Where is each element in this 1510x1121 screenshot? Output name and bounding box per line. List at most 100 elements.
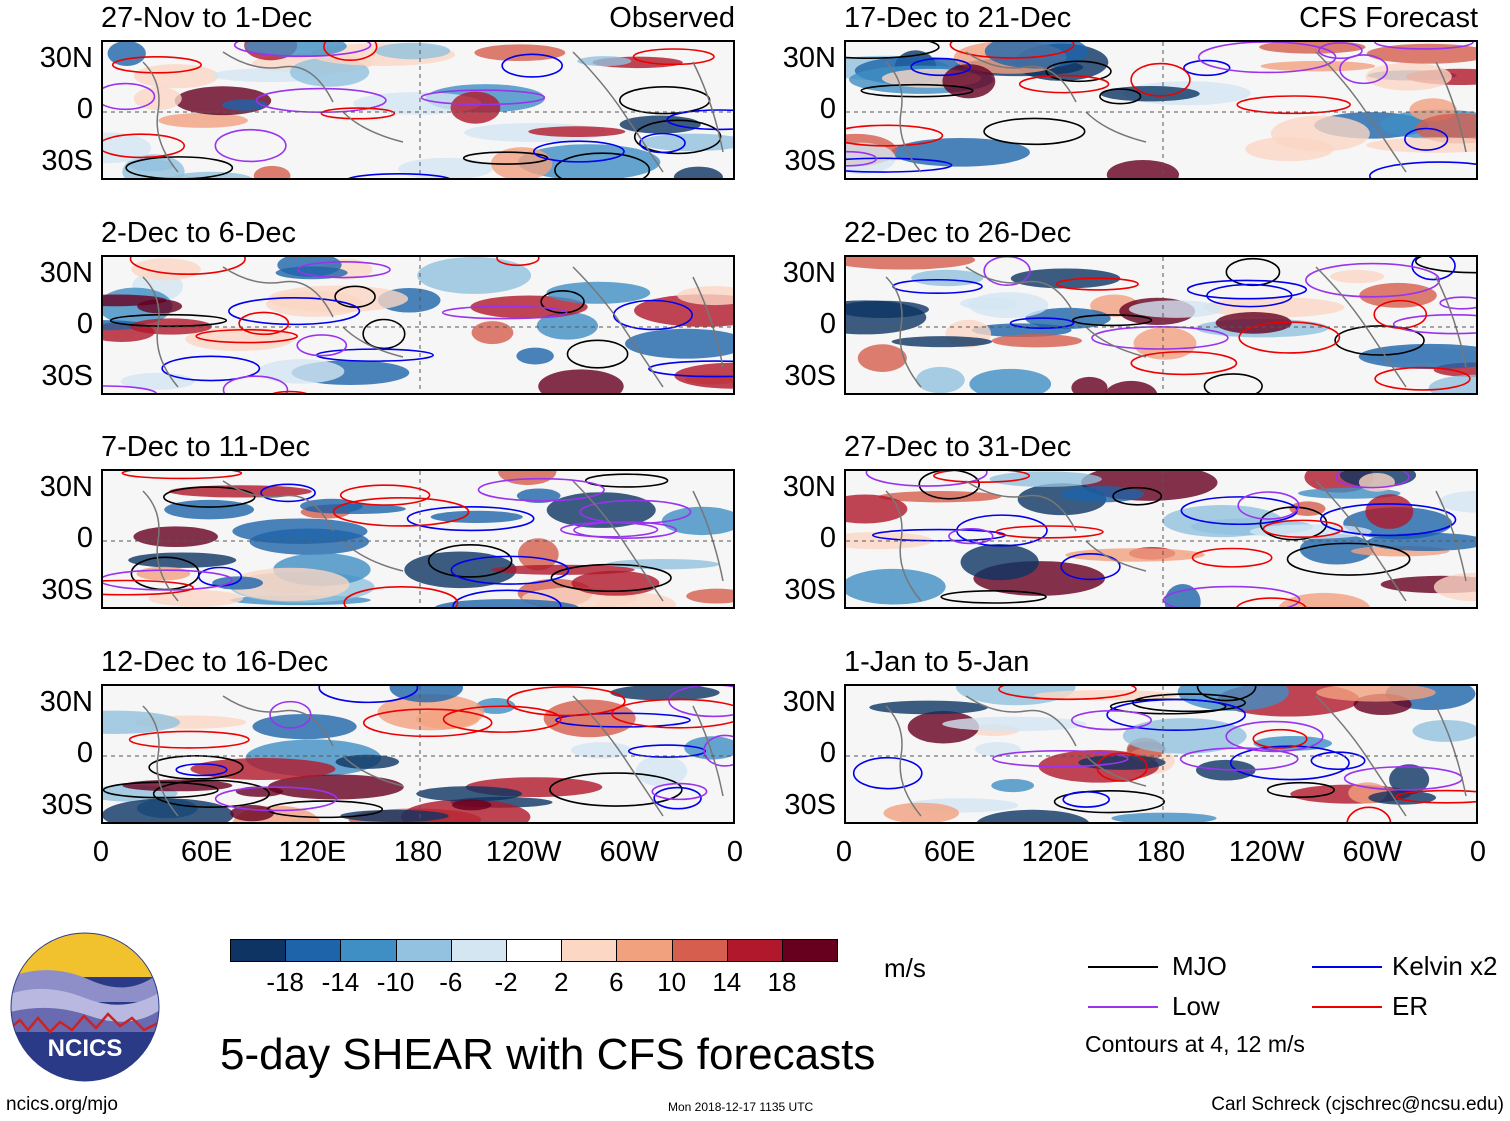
anomaly-blob bbox=[606, 559, 720, 570]
y-tick-label: 30N bbox=[782, 42, 836, 74]
y-tick-label: 30S bbox=[41, 360, 93, 392]
colorbar-swatch bbox=[285, 939, 342, 962]
contour-low bbox=[222, 375, 289, 393]
panel-title: 1-Jan to 5-Jan bbox=[844, 646, 1030, 678]
contour-low bbox=[703, 734, 733, 767]
map-panel bbox=[101, 255, 735, 395]
contour-low bbox=[269, 700, 312, 729]
shear-field bbox=[846, 686, 1476, 822]
contour-mjo bbox=[334, 285, 376, 308]
contour-er bbox=[949, 42, 1075, 59]
contour-er bbox=[128, 730, 250, 749]
contour-low bbox=[103, 569, 233, 591]
contour-mjo bbox=[1286, 542, 1411, 576]
x-tick-label: 0 bbox=[1469, 836, 1487, 868]
panel-kind-label: Observed bbox=[609, 2, 735, 34]
anomaly-blob bbox=[169, 171, 253, 178]
anomaly-blob bbox=[543, 699, 636, 738]
anomaly-blob bbox=[498, 471, 557, 486]
anomaly-blob bbox=[103, 798, 234, 822]
contour-kelvin-x2 bbox=[846, 157, 953, 173]
anomaly-blob bbox=[1105, 380, 1158, 393]
anomaly-blob bbox=[907, 710, 979, 744]
colorbar-swatch bbox=[230, 939, 287, 962]
contour-kelvin-x2 bbox=[852, 756, 923, 790]
y-tick-label: 0 bbox=[819, 522, 836, 554]
contour-mjo bbox=[1099, 88, 1142, 105]
colorbar-swatch bbox=[616, 939, 673, 962]
map-panel bbox=[844, 469, 1478, 609]
anomaly-blob bbox=[1065, 548, 1205, 562]
anomaly-blob bbox=[625, 328, 733, 359]
anomaly-blob bbox=[1316, 686, 1436, 702]
contour-er bbox=[995, 525, 1104, 539]
coastline bbox=[142, 51, 724, 173]
ncics-logo: NCICS bbox=[10, 932, 160, 1082]
anomaly-blob bbox=[546, 281, 651, 304]
contour-er bbox=[272, 390, 307, 393]
panel-kind-label: CFS Forecast bbox=[1299, 2, 1478, 34]
anomaly-blob bbox=[389, 686, 463, 703]
contour-er bbox=[998, 686, 1137, 701]
anomaly-blob bbox=[430, 510, 523, 523]
contour-low bbox=[983, 257, 1031, 286]
colorbar-swatch bbox=[671, 939, 728, 962]
contour-kelvin-x2 bbox=[1319, 503, 1457, 537]
contour-kelvin-x2 bbox=[318, 686, 419, 704]
contour-low bbox=[1318, 42, 1363, 60]
anomaly-blob bbox=[1412, 719, 1476, 742]
colorbar-tick-label: 18 bbox=[767, 967, 797, 997]
contour-er bbox=[611, 698, 733, 729]
x-tick-label: 60W bbox=[1342, 836, 1403, 868]
contour-low bbox=[1439, 296, 1476, 310]
anomaly-blob bbox=[404, 551, 517, 589]
anomaly-blob bbox=[133, 86, 182, 111]
contour-mjo bbox=[1266, 781, 1335, 799]
y-tick-label: 30N bbox=[39, 257, 93, 289]
anomaly-blob bbox=[131, 258, 201, 281]
anomaly-blob bbox=[536, 312, 599, 340]
contour-mjo bbox=[540, 290, 585, 314]
contour-kelvin-x2 bbox=[1229, 745, 1350, 781]
contour-mjo bbox=[1053, 790, 1166, 814]
anomaly-blob bbox=[1330, 269, 1385, 284]
contour-low bbox=[420, 89, 546, 106]
anomaly-blob bbox=[257, 359, 345, 384]
anomaly-blob bbox=[435, 599, 579, 607]
anomaly-blob bbox=[1358, 472, 1395, 492]
contour-low bbox=[296, 334, 348, 357]
contour-er bbox=[111, 56, 202, 74]
contour-er bbox=[238, 311, 290, 336]
contour-low bbox=[297, 260, 391, 279]
anomaly-blob bbox=[516, 488, 561, 504]
contour-mjo bbox=[1072, 314, 1153, 327]
footer-website[interactable]: ncics.org/mjo bbox=[6, 1094, 118, 1115]
coastline bbox=[885, 266, 1467, 388]
contour-low bbox=[103, 82, 156, 111]
contour-note: Contours at 4, 12 m/s bbox=[1085, 1031, 1305, 1057]
contour-mjo bbox=[125, 156, 234, 178]
y-tick-label: 0 bbox=[76, 93, 93, 125]
anomaly-blob bbox=[231, 567, 350, 602]
contour-er bbox=[1018, 74, 1110, 94]
contour-mjo bbox=[462, 151, 549, 165]
contour-kelvin-x2 bbox=[910, 57, 972, 77]
anomaly-blob bbox=[212, 576, 263, 590]
anomaly-blob bbox=[857, 344, 907, 372]
colorbar-tick-label: -14 bbox=[321, 967, 360, 997]
contour-low bbox=[477, 477, 605, 502]
colorbar-swatch bbox=[561, 939, 618, 962]
contour-kelvin-x2 bbox=[501, 53, 563, 78]
contour-low bbox=[1374, 42, 1474, 50]
contour-mjo bbox=[584, 473, 669, 488]
contour-er bbox=[1191, 547, 1273, 568]
colorbar-tick-label: 14 bbox=[712, 967, 742, 997]
anomaly-blob bbox=[635, 755, 688, 787]
contour-kelvin-x2 bbox=[666, 109, 733, 131]
contour-mjo bbox=[619, 85, 711, 115]
anomaly-blob bbox=[976, 809, 1089, 822]
contour-low bbox=[992, 749, 1129, 768]
coastline bbox=[142, 266, 724, 388]
anomaly-blob bbox=[577, 56, 632, 67]
anomaly-blob bbox=[639, 133, 733, 152]
